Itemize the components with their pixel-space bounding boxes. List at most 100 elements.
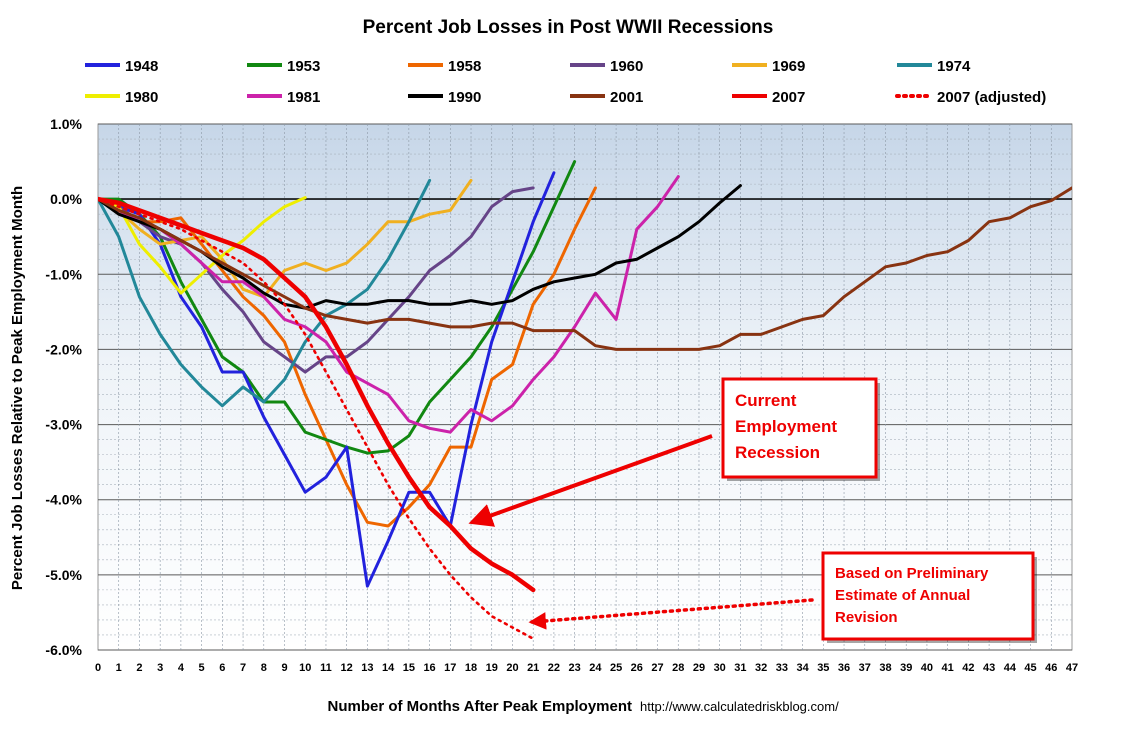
x-tick-label: 41 bbox=[942, 662, 954, 674]
y-tick-label: -3.0% bbox=[45, 417, 82, 433]
legend-item-1990: 1990 bbox=[408, 89, 481, 106]
series-line-2001 bbox=[98, 186, 1072, 351]
x-tick-label: 25 bbox=[610, 662, 622, 674]
y-tick-label: 0.0% bbox=[50, 191, 82, 207]
x-tick-label: 4 bbox=[178, 662, 185, 674]
annotation-1-line-2: Employment bbox=[735, 417, 837, 436]
x-tick-label: 15 bbox=[403, 662, 415, 674]
series-line-1958 bbox=[98, 186, 597, 528]
x-tick-label: 0 bbox=[95, 662, 101, 674]
x-tick-label: 8 bbox=[261, 662, 267, 674]
annotation-2-line-3: Revision bbox=[835, 609, 898, 626]
legend-item-1980: 1980 bbox=[85, 89, 158, 106]
y-tick-label: 1.0% bbox=[50, 116, 82, 132]
x-tick-label: 27 bbox=[651, 662, 663, 674]
x-tick-label: 10 bbox=[299, 662, 311, 674]
y-tick-label: -6.0% bbox=[45, 642, 82, 658]
legend-label: 2007 (adjusted) bbox=[937, 89, 1046, 106]
annotation-1-arrow bbox=[468, 434, 713, 527]
series-line-2007 bbox=[98, 196, 536, 593]
series-line-1980 bbox=[98, 196, 307, 295]
y-tick-label: -2.0% bbox=[45, 341, 82, 357]
x-tick-label: 38 bbox=[879, 662, 891, 674]
chart-title: Percent Job Losses in Post WWII Recessio… bbox=[363, 17, 774, 38]
legend-label: 2007 bbox=[772, 89, 805, 106]
x-tick-label: 34 bbox=[796, 662, 809, 674]
series-lines bbox=[98, 160, 1072, 641]
x-tick-label: 42 bbox=[962, 662, 974, 674]
x-tick-label: 37 bbox=[859, 662, 871, 674]
legend-label: 1981 bbox=[287, 89, 320, 106]
y-tick-label: -4.0% bbox=[45, 492, 82, 508]
x-tick-label: 43 bbox=[983, 662, 995, 674]
x-tick-label: 24 bbox=[589, 662, 602, 674]
x-tick-label: 45 bbox=[1024, 662, 1036, 674]
x-tick-label: 30 bbox=[714, 662, 726, 674]
x-tick-label: 28 bbox=[672, 662, 684, 674]
x-axis: 0 1 2 3 4 5 6 7 8 9 10 11 12 13 14 15 16 17 18 19 20 21 22 23 24… bbox=[95, 662, 1078, 674]
annotation-2-line-2: Estimate of Annual bbox=[835, 587, 970, 604]
y-axis-label: Percent Job Losses Relative to Peak Empl… bbox=[9, 186, 26, 590]
legend-item-1953: 1953 bbox=[247, 58, 320, 75]
legend-item-2007: 2007 bbox=[732, 89, 805, 106]
x-tick-label: 18 bbox=[465, 662, 477, 674]
annotation-2-arrow bbox=[528, 598, 814, 630]
x-tick-label: 12 bbox=[341, 662, 353, 674]
annotation-1-line-1: Current bbox=[735, 391, 797, 410]
y-axis: 1.0% 0.0% -1.0% -2.0% -3.0% -4.0% -5.0% -6.0% bbox=[45, 116, 82, 658]
x-tick-label: 14 bbox=[382, 662, 395, 674]
x-tick-label: 21 bbox=[527, 662, 539, 674]
x-tick-label: 35 bbox=[817, 662, 829, 674]
x-tick-label: 40 bbox=[921, 662, 933, 674]
x-tick-label: 47 bbox=[1066, 662, 1078, 674]
x-tick-label: 1 bbox=[116, 662, 122, 674]
x-tick-label: 5 bbox=[199, 662, 205, 674]
x-tick-label: 17 bbox=[444, 662, 456, 674]
x-axis-label: Number of Months After Peak Employment bbox=[328, 698, 632, 715]
series-line-2007-adjusted bbox=[98, 197, 535, 641]
x-tick-label: 19 bbox=[486, 662, 498, 674]
x-tick-label: 31 bbox=[734, 662, 746, 674]
legend-label: 1948 bbox=[125, 58, 158, 75]
legend-label: 2001 bbox=[610, 89, 643, 106]
legend-item-1981: 1981 bbox=[247, 89, 320, 106]
x-tick-label: 32 bbox=[755, 662, 767, 674]
series-line-1974 bbox=[98, 178, 432, 408]
x-tick-label: 33 bbox=[776, 662, 788, 674]
y-tick-label: -1.0% bbox=[45, 266, 82, 282]
annotation-preliminary-estimate: Based on Preliminary Estimate of Annual … bbox=[528, 551, 1037, 643]
series-line-1948 bbox=[98, 171, 556, 588]
legend-label: 1960 bbox=[610, 58, 643, 75]
x-tick-label: 23 bbox=[569, 662, 581, 674]
legend-item-2007-adjusted: 2007 (adjusted) bbox=[895, 89, 1046, 106]
x-tick-label: 6 bbox=[219, 662, 225, 674]
x-tick-label: 46 bbox=[1045, 662, 1057, 674]
annotation-2-line-1: Based on Preliminary bbox=[835, 565, 989, 582]
x-tick-label: 26 bbox=[631, 662, 643, 674]
x-tick-label: 16 bbox=[423, 662, 435, 674]
legend-label: 1953 bbox=[287, 58, 320, 75]
x-tick-label: 20 bbox=[506, 662, 518, 674]
legend-label: 1969 bbox=[772, 58, 805, 75]
legend-label: 1974 bbox=[937, 58, 971, 75]
x-tick-label: 13 bbox=[361, 662, 373, 674]
x-tick-label: 7 bbox=[240, 662, 246, 674]
source-url: http://www.calculatedriskblog.com/ bbox=[640, 699, 839, 714]
x-tick-label: 9 bbox=[281, 662, 287, 674]
x-tick-label: 22 bbox=[548, 662, 560, 674]
annotation-1-line-3: Recession bbox=[735, 443, 820, 462]
legend-label: 1990 bbox=[448, 89, 481, 106]
series-line-1981 bbox=[98, 175, 680, 434]
x-tick-label: 29 bbox=[693, 662, 705, 674]
legend-item-1960: 1960 bbox=[570, 58, 643, 75]
series-line-1953 bbox=[98, 160, 577, 455]
x-tick-label: 44 bbox=[1004, 662, 1017, 674]
x-tick-label: 36 bbox=[838, 662, 850, 674]
legend-item-1974: 1974 bbox=[897, 58, 971, 75]
x-tick-label: 39 bbox=[900, 662, 912, 674]
legend-item-2001: 2001 bbox=[570, 89, 643, 106]
legend-item-1948: 1948 bbox=[85, 58, 158, 75]
legend-label: 1958 bbox=[448, 58, 481, 75]
legend-item-1958: 1958 bbox=[408, 58, 481, 75]
